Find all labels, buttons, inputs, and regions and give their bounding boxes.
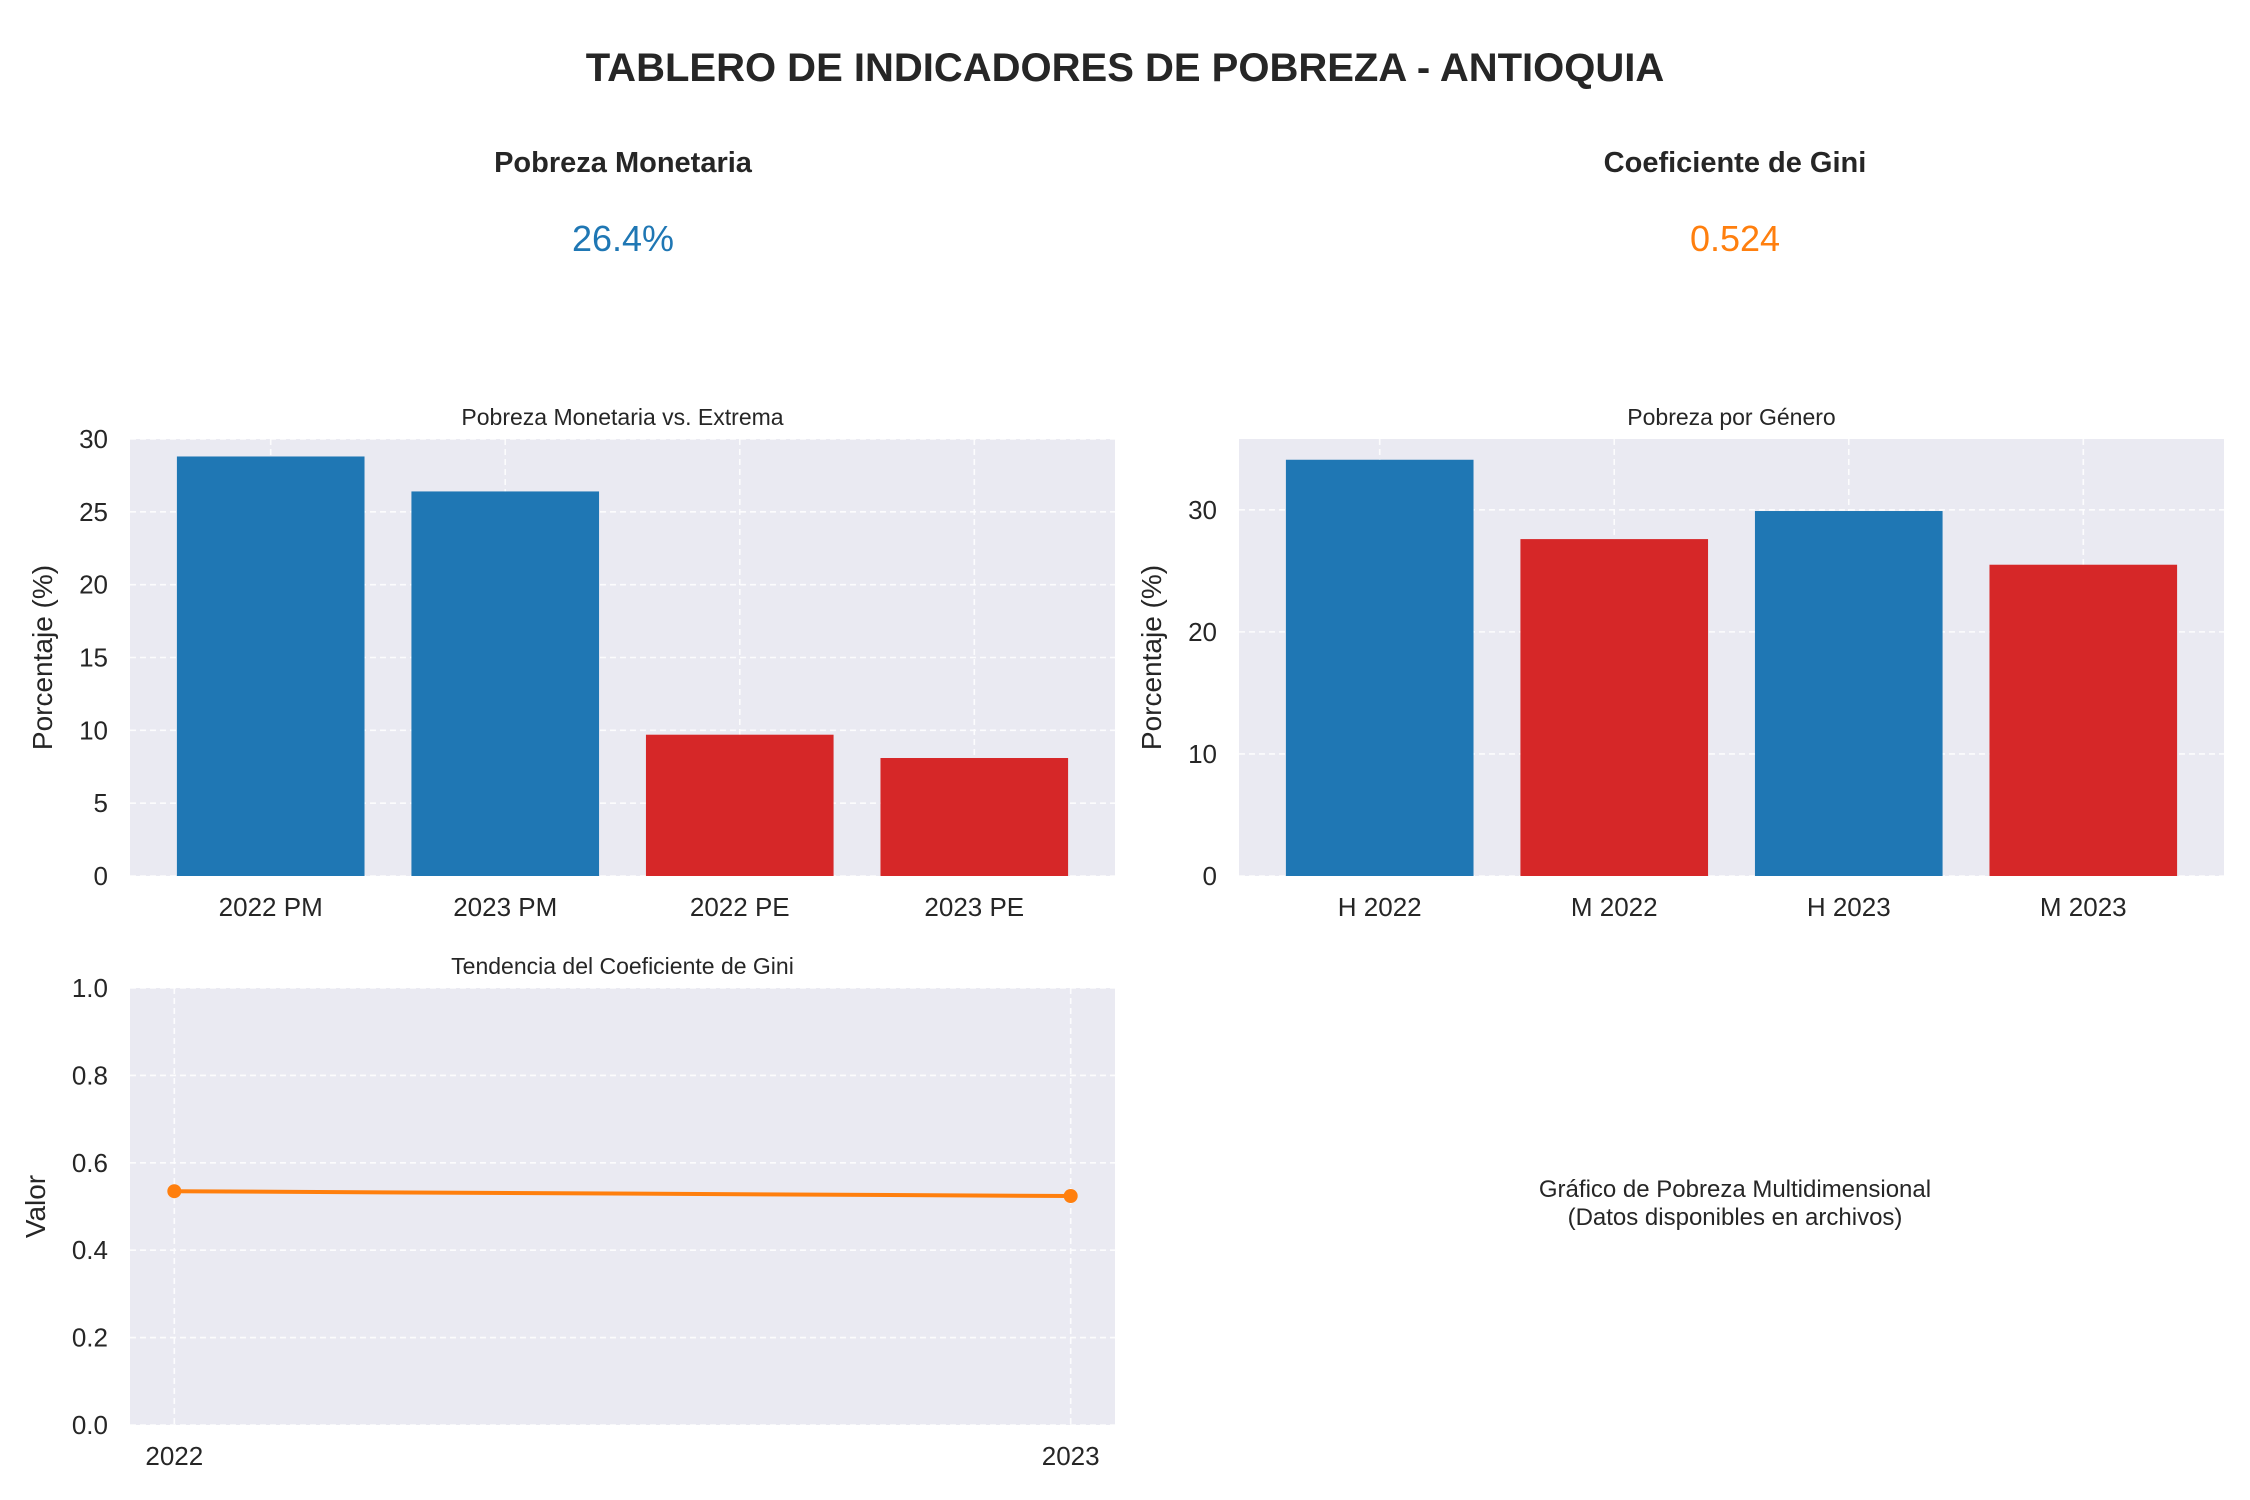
- y-axis-label: Porcentaje (%): [1136, 565, 1167, 750]
- page-title: TABLERO DE INDICADORES DE POBREZA - ANTI…: [585, 46, 1665, 90]
- bar-h-2023: [1754, 511, 1943, 876]
- point-2022: [167, 1184, 182, 1199]
- y-tick-label: 15: [79, 643, 108, 673]
- point-2023: [1063, 1189, 1078, 1204]
- chart-tendencia-gini: 0.0 0.2 0.4 0.6 0.8 1.0 Valor Tendencia del Coe…: [20, 953, 1115, 1471]
- bar-h-2022: [1285, 459, 1474, 876]
- x-tick-label: 2022 PE: [690, 892, 790, 922]
- y-tick-label: 0: [1203, 861, 1217, 891]
- y-tick-label: 20: [1188, 617, 1217, 647]
- x-tick-label: M 2022: [1571, 892, 1658, 922]
- x-tick-label: 2023: [1042, 1441, 1100, 1471]
- x-tick-label: 2022 PM: [219, 892, 323, 922]
- y-tick-label: 5: [94, 788, 108, 818]
- y-tick-label: 0.8: [72, 1060, 108, 1090]
- y-tick-label: 0.2: [72, 1323, 108, 1353]
- y-axis-label: Valor: [20, 1175, 51, 1238]
- y-tick-label: 0.0: [72, 1410, 108, 1440]
- chart-title: Pobreza por Género: [1627, 404, 1835, 430]
- kpi-value-pobreza-monetaria: 26.4%: [571, 218, 675, 259]
- chart-title: Pobreza Monetaria vs. Extrema: [461, 404, 783, 430]
- bar-2023-pe: [880, 758, 1069, 876]
- bar-2022-pe: [645, 734, 834, 876]
- bar-2023-pm: [411, 491, 600, 876]
- multidimensional-placeholder: Gráfico de Pobreza Multidimensional (Dat…: [1235, 1176, 2235, 1232]
- y-tick-label: 25: [79, 497, 108, 527]
- placeholder-line-1: Gráfico de Pobreza Multidimensional: [1538, 1176, 1932, 1203]
- y-tick-label: 10: [79, 715, 108, 745]
- y-tick-label: 0: [94, 861, 108, 891]
- series-line-gini: [174, 1189, 1071, 1199]
- chart-title: Tendencia del Coeficiente de Gini: [451, 953, 794, 979]
- x-tick-label: 2023 PM: [453, 892, 557, 922]
- y-tick-label: 0.6: [72, 1148, 108, 1178]
- y-tick-label: 30: [79, 424, 108, 454]
- chart-pobreza-monetaria-extrema: 0 5 10 15 20 25 30 Porcentaje (%) Pobreza Moneta…: [27, 404, 1115, 922]
- kpi-value-gini: 0.524: [1689, 218, 1781, 259]
- y-tick-label: 10: [1188, 739, 1217, 769]
- x-tick-label: M 2023: [2040, 892, 2127, 922]
- plot-background: [130, 988, 1115, 1425]
- bar-m-2023: [1989, 564, 2178, 876]
- y-axis-label: Porcentaje (%): [27, 565, 58, 750]
- x-tick-label: 2022: [145, 1441, 203, 1471]
- y-tick-label: 0.4: [72, 1235, 108, 1265]
- kpi-label-pobreza-monetaria: Pobreza Monetaria: [494, 147, 752, 179]
- x-tick-label: 2023 PE: [924, 892, 1024, 922]
- bar-2022-pm: [176, 456, 365, 876]
- x-tick-label: H 2023: [1807, 892, 1891, 922]
- y-tick-label: 1.0: [72, 973, 108, 1003]
- kpi-label-gini: Coeficiente de Gini: [1603, 147, 1867, 179]
- bar-m-2022: [1520, 539, 1709, 876]
- y-tick-label: 30: [1188, 495, 1217, 525]
- chart-pobreza-por-genero: 0 10 20 30 Porcentaje (%) Pobreza por Género H…: [1136, 404, 2224, 922]
- placeholder-line-2: (Datos disponibles en archivos): [1567, 1204, 1903, 1231]
- y-tick-label: 20: [79, 570, 108, 600]
- x-tick-label: H 2022: [1338, 892, 1422, 922]
